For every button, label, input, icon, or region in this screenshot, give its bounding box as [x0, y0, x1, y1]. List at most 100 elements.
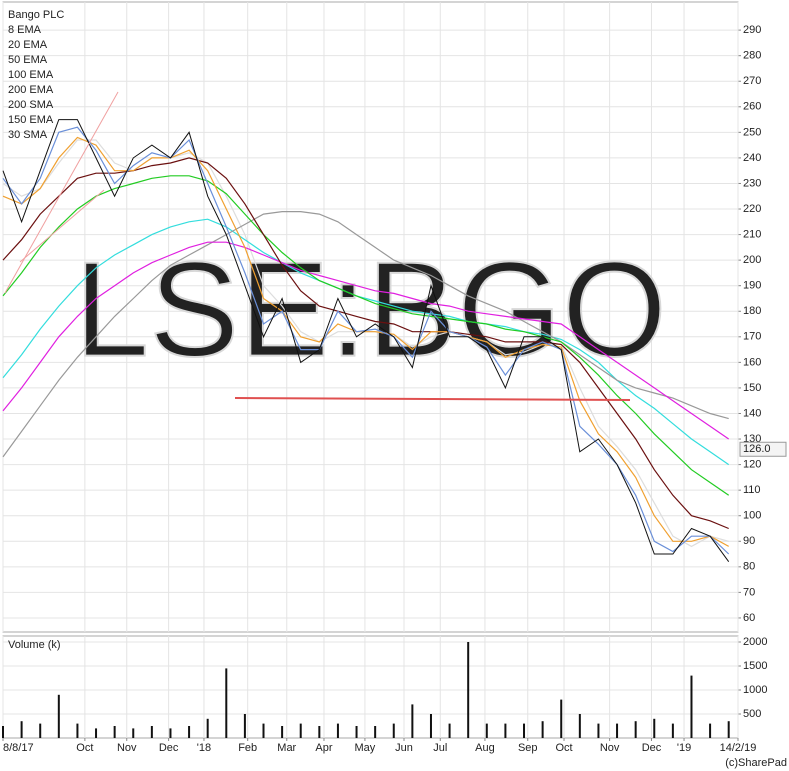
volume-bar: [653, 718, 656, 738]
volume-bar: [243, 714, 246, 738]
y-tick-label: 240: [743, 152, 761, 164]
y-tick-label: 230: [743, 177, 761, 189]
x-tick-label: 8/8/17: [3, 742, 34, 754]
y-tick-label: 160: [743, 356, 761, 368]
legend-entry: 100 EMA: [8, 69, 54, 81]
volume-bar: [392, 723, 395, 738]
volume-bar: [336, 723, 339, 738]
series-line: [2, 175, 730, 496]
y-tick-label: 250: [743, 126, 761, 138]
x-tick-label: Sep: [518, 742, 538, 754]
legend-entry: 200 SMA: [8, 99, 54, 111]
trend-line: [4, 91, 119, 294]
volume-panel: [2, 635, 739, 739]
last-price-label: 126.0: [743, 443, 771, 455]
x-tick-label: Jul: [433, 742, 447, 754]
x-tick-label: Dec: [642, 742, 662, 754]
volume-bar: [411, 704, 414, 738]
volume-bar: [132, 728, 135, 738]
volume-bar: [597, 723, 600, 738]
volume-bar: [709, 723, 712, 738]
volume-bar: [76, 723, 79, 738]
x-tick-label: 14/2/19: [720, 742, 757, 754]
volume-bar: [113, 726, 116, 738]
volume-bar: [374, 726, 377, 738]
volume-bar: [206, 718, 209, 738]
volume-bar: [355, 726, 358, 738]
volume-bar: [671, 723, 674, 738]
y-tick-label: 140: [743, 407, 761, 419]
legend-entry: 150 EMA: [8, 114, 54, 126]
volume-bar: [634, 721, 637, 738]
y-tick-label: 200: [743, 254, 761, 266]
series-line: [2, 211, 729, 458]
volume-bar: [281, 726, 284, 738]
x-tick-label: '19: [677, 742, 691, 754]
y-tick-label: 80: [743, 561, 755, 573]
y-tick-label: 210: [743, 228, 761, 240]
y-tick-label: 120: [743, 459, 761, 471]
y-tick-label: 2000: [743, 636, 767, 648]
last-price-box: [739, 441, 787, 457]
series-line: [2, 136, 729, 547]
volume-bar: [523, 723, 526, 738]
y-tick-label: 1500: [743, 660, 767, 672]
y-tick-label: 190: [743, 280, 761, 292]
series-layer: Bango PLC 8 EMA 20 EMA 50 EMA 100 EMA 200 EMA…: [2, 9, 787, 738]
y-tick-label: 500: [743, 708, 761, 720]
volume-bar: [318, 726, 321, 738]
x-tick-label: Aug: [475, 742, 495, 754]
volume-bar: [57, 694, 60, 738]
volume-bar: [727, 721, 730, 738]
volume-bar: [485, 723, 488, 738]
volume-bar: [20, 721, 23, 738]
volume-bar: [560, 699, 563, 738]
volume-bar: [616, 723, 619, 738]
x-tick-label: Apr: [315, 742, 332, 754]
y-tick-label: 270: [743, 75, 761, 87]
volume-bar: [504, 723, 507, 738]
legend-entry: 8 EMA: [8, 24, 42, 36]
y-tick-label: 70: [743, 586, 755, 598]
volume-bar: [299, 723, 302, 738]
grid-layer: 6070809010011012013014015016017018019020…: [2, 2, 767, 754]
volume-bar: [188, 726, 191, 738]
x-tick-label: Nov: [117, 742, 137, 754]
support-line: [234, 397, 631, 401]
panel-title: Volume (k): [8, 639, 61, 651]
volume-bar: [2, 726, 4, 738]
y-tick-label: 150: [743, 382, 761, 394]
y-tick-label: 100: [743, 510, 761, 522]
volume-bar: [262, 723, 265, 738]
y-tick-label: 110: [743, 484, 761, 496]
x-tick-label: May: [355, 742, 376, 754]
legend-entry: 50 EMA: [8, 54, 48, 66]
volume-bar: [429, 714, 432, 738]
copyright: (c)SharePad: [725, 757, 787, 769]
volume-bar: [169, 728, 172, 738]
watermark: LSE:BGO: [74, 234, 667, 385]
volume-bar: [541, 721, 544, 738]
y-tick-label: 60: [743, 612, 755, 624]
y-tick-label: 260: [743, 101, 761, 113]
x-tick-label: Feb: [238, 742, 257, 754]
volume-bar: [150, 726, 153, 738]
volume-bar: [39, 723, 42, 738]
trend-line: [19, 189, 105, 263]
volume-bar: [467, 642, 470, 738]
y-tick-label: 220: [743, 203, 761, 215]
x-tick-label: Nov: [600, 742, 620, 754]
y-tick-label: 1000: [743, 684, 767, 696]
y-tick-label: 290: [743, 24, 761, 36]
legend-entry: 30 SMA: [8, 129, 48, 141]
series-line: [2, 218, 730, 466]
y-tick-label: 280: [743, 50, 761, 62]
y-tick-label: 170: [743, 331, 761, 343]
volume-bar: [225, 668, 228, 738]
x-tick-label: '18: [197, 742, 211, 754]
legend-entry: 200 EMA: [8, 84, 54, 96]
x-tick-label: Oct: [555, 742, 572, 754]
volume-bar: [95, 728, 98, 738]
series-line: [2, 119, 730, 562]
